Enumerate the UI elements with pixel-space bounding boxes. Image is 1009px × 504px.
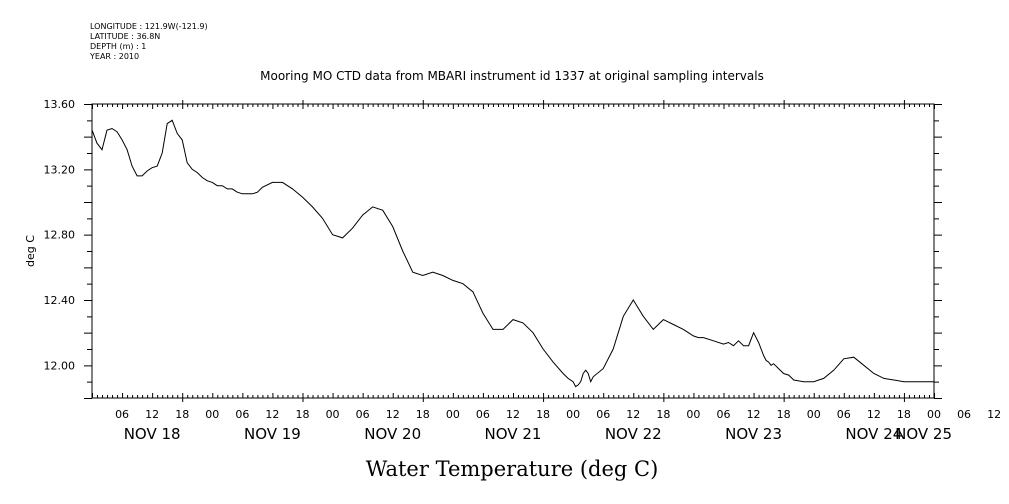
x-tick-label: 12 [867,408,881,421]
x-tick-label: 00 [205,408,219,421]
day-label: NOV 22 [605,425,662,443]
metadata-block: LONGITUDE : 121.9W(-121.9) LATITUDE : 36… [90,22,208,62]
x-tick-label: 12 [265,408,279,421]
y-tick-labels: 13.60 13.20 12.80 12.40 12.00 [44,98,76,372]
x-axis-label: Water Temperature (deg C) [366,457,659,481]
tick-path [84,100,942,402]
y-axis-label: deg C [24,235,37,267]
x-tick-label: 00 [566,408,580,421]
x-tick-label: 18 [416,408,430,421]
x-tick-label: 06 [837,408,851,421]
x-tick-labels: 06 12 18 00 06 12 18 00 06 12 18 00 06 12 18 00 06 12 18 00… [115,408,1001,421]
day-label: NOV 21 [485,425,542,443]
y-tick-label: 12.80 [44,229,76,242]
x-tick-label: 06 [235,408,249,421]
meta-depth: DEPTH (m) : 1 [90,42,147,51]
x-tick-label: 00 [807,408,821,421]
series-line [91,119,934,388]
x-tick-label: 00 [927,408,941,421]
x-tick-label: 06 [476,408,490,421]
x-tick-label: 18 [777,408,791,421]
meta-longitude: LONGITUDE : 121.9W(-121.9) [90,22,208,31]
day-label: NOV 23 [725,425,782,443]
x-tick-label: 00 [446,408,460,421]
day-label: NOV 19 [244,425,301,443]
day-label: NOV 25 [895,425,952,443]
x-tick-label: 18 [296,408,310,421]
y-tick-label: 13.20 [44,163,76,176]
day-label: NOV 24 [845,425,902,443]
plot-frame [91,103,935,399]
x-tick-label: 06 [356,408,370,421]
x-tick-label: 12 [747,408,761,421]
meta-latitude: LATITUDE : 36.8N [90,32,161,41]
x-tick-label: 18 [897,408,911,421]
x-tick-label: 12 [386,408,400,421]
x-tick-label: 12 [626,408,640,421]
x-tick-label: 06 [596,408,610,421]
x-tick-label: 18 [536,408,550,421]
day-label: NOV 18 [124,425,181,443]
meta-year: YEAR : 2010 [90,52,140,61]
x-tick-label: 12 [506,408,520,421]
x-tick-label: 06 [957,408,971,421]
y-tick-label: 12.40 [44,294,76,307]
chart-title: Mooring MO CTD data from MBARI instrumen… [260,69,764,83]
day-labels: NOV 18 NOV 19 NOV 20 NOV 21 NOV 22 NOV 23 NOV … [124,425,952,443]
x-tick-label: 18 [175,408,189,421]
x-tick-label: 00 [686,408,700,421]
x-tick-label: 06 [717,408,731,421]
x-tick-label: 12 [987,408,1001,421]
tick-marks [84,100,942,402]
y-tick-label: 12.00 [44,359,76,372]
x-tick-label: 12 [145,408,159,421]
day-label: NOV 20 [364,425,421,443]
x-tick-label: 06 [115,408,129,421]
x-tick-label: 00 [326,408,340,421]
y-tick-label: 13.60 [44,98,76,111]
x-tick-label: 18 [656,408,670,421]
